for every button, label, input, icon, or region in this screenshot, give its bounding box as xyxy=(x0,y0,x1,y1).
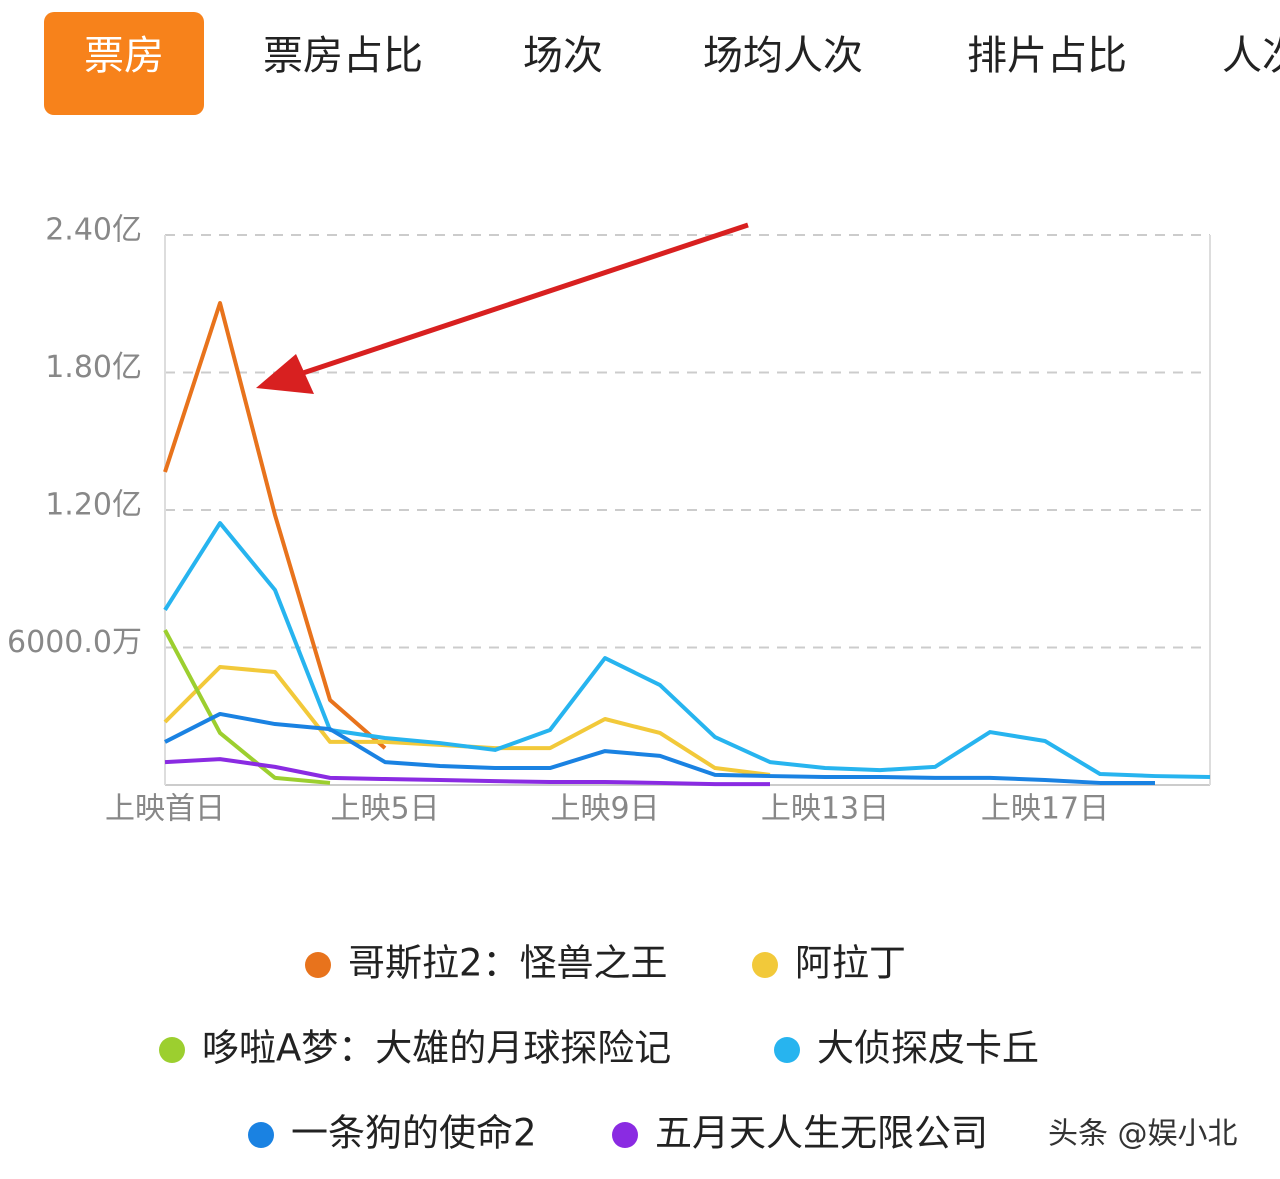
arrow-annotation xyxy=(256,222,749,394)
legend-marker[interactable] xyxy=(159,1037,185,1063)
series-line xyxy=(163,629,331,785)
legend-marker[interactable] xyxy=(752,952,778,978)
legend-label[interactable]: 哥斯拉2：怪兽之王 xyxy=(348,942,668,985)
legend-marker[interactable] xyxy=(305,952,331,978)
series-line xyxy=(163,521,1211,779)
x-tick-label: 上映9日 xyxy=(550,792,659,827)
legend-marker[interactable] xyxy=(612,1122,638,1148)
series-line xyxy=(164,711,1155,785)
x-tick-label: 上映17日 xyxy=(981,792,1109,827)
watermark: 头条 @娱小北 xyxy=(1048,1117,1238,1152)
x-tick-label: 上映13日 xyxy=(761,792,889,827)
legend-marker[interactable] xyxy=(774,1037,800,1063)
tab[interactable]: 场均人次 xyxy=(703,33,863,79)
legend-marker[interactable] xyxy=(248,1122,274,1148)
series-line xyxy=(164,757,770,787)
tab[interactable]: 排片占比 xyxy=(967,33,1127,79)
active-tab-bg[interactable] xyxy=(44,12,204,115)
legend-label[interactable]: 大侦探皮卡丘 xyxy=(817,1027,1039,1070)
x-tick-label: 上映5日 xyxy=(330,792,439,827)
y-tick-label: 2.40亿 xyxy=(45,213,142,248)
legend-label[interactable]: 阿拉丁 xyxy=(795,942,906,985)
tab[interactable]: 场次 xyxy=(523,33,603,79)
legend-label[interactable]: 五月天人生无限公司 xyxy=(655,1112,988,1155)
tab[interactable]: 票房 xyxy=(84,33,164,79)
x-tick-label: 上映首日 xyxy=(105,792,225,827)
tab[interactable]: 人次 xyxy=(1222,33,1280,79)
legend-label[interactable]: 一条狗的使命2 xyxy=(291,1112,537,1155)
legend-label[interactable]: 哆啦A梦：大雄的月球探险记 xyxy=(202,1027,671,1070)
y-tick-label: 1.20亿 xyxy=(45,488,142,523)
y-tick-label: 6000.0万 xyxy=(7,625,142,660)
y-tick-label: 1.80亿 xyxy=(45,350,142,385)
series-line xyxy=(163,301,387,750)
tab[interactable]: 票房占比 xyxy=(263,33,423,79)
